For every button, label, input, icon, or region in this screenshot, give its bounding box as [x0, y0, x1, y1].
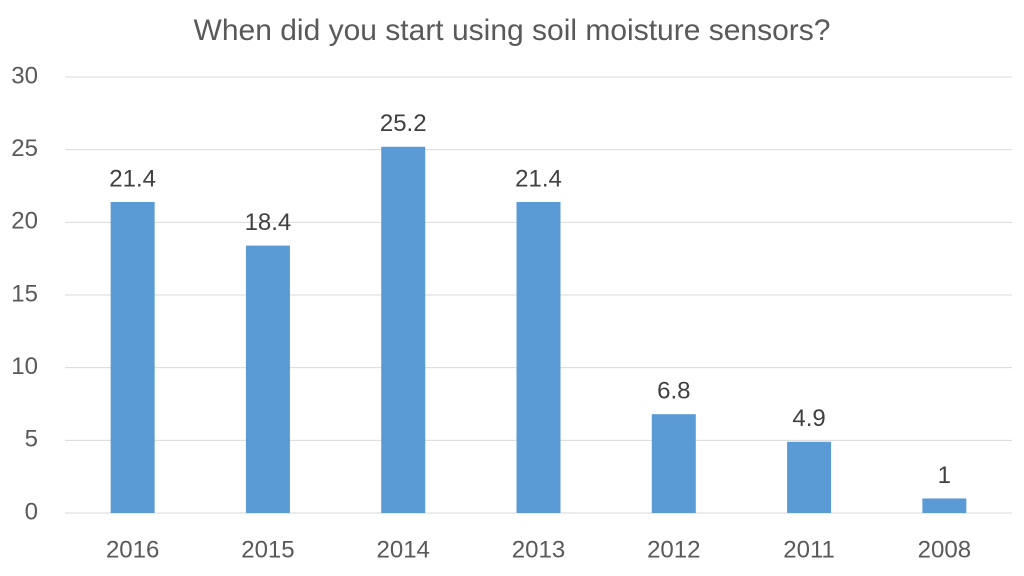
data-label: 4.9 — [792, 405, 825, 432]
data-label: 21.4 — [109, 165, 156, 192]
y-tick-label: 0 — [25, 498, 38, 525]
bar — [381, 146, 426, 513]
y-tick-label: 5 — [25, 426, 38, 453]
bar — [516, 201, 561, 513]
x-tick-label: 2011 — [783, 536, 835, 563]
x-tick-label: 2012 — [647, 536, 700, 563]
data-label: 6.8 — [657, 378, 690, 405]
data-label: 1 — [938, 462, 951, 489]
y-tick-label: 25 — [11, 135, 38, 162]
x-tick-label: 2015 — [241, 536, 294, 563]
data-label: 25.2 — [380, 110, 427, 137]
bar — [245, 245, 290, 513]
x-tick-label: 2013 — [512, 536, 565, 563]
x-tick-label: 2008 — [918, 536, 971, 563]
y-tick-label: 15 — [11, 280, 38, 307]
chart-title: When did you start using soil moisture s… — [194, 14, 831, 47]
y-tick-label: 20 — [11, 208, 38, 235]
bar — [922, 498, 967, 513]
x-tick-label: 2016 — [106, 536, 159, 563]
bar — [787, 441, 832, 513]
bar — [110, 201, 155, 513]
data-label: 21.4 — [515, 165, 562, 192]
x-tick-label: 2014 — [377, 536, 430, 563]
y-tick-label: 10 — [11, 353, 38, 380]
data-label: 18.4 — [245, 209, 292, 236]
y-tick-label: 30 — [11, 62, 38, 89]
bar — [651, 414, 696, 513]
